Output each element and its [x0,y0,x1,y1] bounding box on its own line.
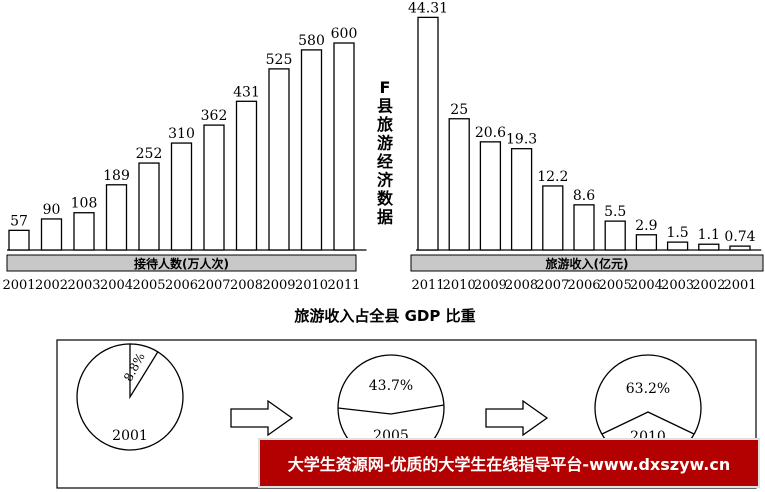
x-tick-label: 2007 [536,278,569,293]
pie-slice-label: 43.7% [369,378,413,394]
x-tick-label: 2011 [411,278,444,293]
bar [300,49,323,251]
bar [448,118,470,251]
bar-value-label: 431 [233,84,260,100]
x-axis-title: 接待人数(万人次) [134,256,229,271]
x-tick-label: 2011 [327,278,360,293]
right-bar-chart: 44.31 2011 25 2010 20.6 2009 19.3 2008 12.2 2007 8… [408,0,764,293]
x-tick-label: 2009 [262,278,295,293]
left-bar-chart: 57 2001 90 2002 108 2003 189 2004 252 2005 310 2006… [2,26,367,293]
bar-value-label: 2.9 [635,218,657,234]
x-tick-label: 2003 [67,278,100,293]
axis-label-bar [6,254,357,272]
bar-value-label: 25 [450,102,468,118]
bar [729,245,751,251]
bar-value-label: 20.6 [475,125,506,141]
bar [105,184,128,251]
bar-value-label: 44.31 [408,0,448,16]
pie-chart: 8.8%2001 [76,343,184,451]
bar [138,162,160,251]
bar-value-label: 189 [103,168,130,184]
bar [203,124,225,251]
x-tick-label: 2008 [505,278,538,293]
side-title-char: 数 [377,189,394,208]
x-tick-label: 2010 [443,278,476,293]
side-title-char: 经 [377,152,393,171]
x-tick-label: 2001 [723,278,756,293]
side-title-char: 县 [377,97,393,116]
x-tick-label: 2006 [567,278,600,293]
pie-slice-divider [337,404,445,415]
x-tick-label: 2008 [230,278,263,293]
side-title-char: F [380,78,391,97]
arrow-right-icon [230,399,294,437]
bar [666,241,689,251]
side-title-char: 旅 [377,115,393,134]
bar [235,100,258,251]
x-tick-label: 2002 [35,278,68,293]
bar-value-label: 1.1 [698,227,720,243]
side-title-char: 据 [377,208,393,227]
bar-value-label: 600 [331,26,358,42]
bar-value-label: 108 [71,196,98,212]
pie-slice-divider [601,411,695,435]
x-tick-label: 2004 [630,278,663,293]
bar [8,229,30,251]
bar [698,243,720,251]
x-tick-label: 2005 [599,278,632,293]
x-tick-label: 2001 [2,278,35,293]
bar [604,220,626,251]
x-tick-label: 2004 [100,278,133,293]
bar-value-label: 19.3 [506,132,537,148]
bar [40,218,63,251]
pie-frame [56,339,757,489]
bar [542,185,564,251]
bar [268,68,290,251]
pie-year-label: 2001 [112,428,148,444]
bar-value-label: 12.2 [537,169,568,185]
pie-section-title: 旅游收入占全县 GDP 比重 [294,307,475,325]
bar [479,141,502,251]
pie-slice-label: 63.2% [626,381,670,397]
pie-slice [129,343,159,400]
side-title-char: 游 [377,134,393,153]
bar-value-label: 362 [201,108,228,124]
x-tick-label: 2003 [661,278,694,293]
x-tick-label: 2010 [295,278,328,293]
bar-value-label: 310 [168,126,195,142]
bar-value-label: 90 [43,202,61,218]
x-axis-title: 旅游收入(亿元) [546,256,629,271]
bar-value-label: 8.6 [573,188,595,204]
bar-value-label: 57 [10,213,28,229]
arrow-right-icon [485,399,549,437]
bar [573,204,595,251]
axis-label-bar [410,254,764,272]
x-tick-label: 2005 [132,278,165,293]
bar [170,142,193,251]
bar [635,234,658,251]
bar [73,212,95,251]
bar-value-label: 0.74 [724,229,755,245]
side-title-char: 济 [377,171,394,190]
x-tick-label: 2002 [692,278,725,293]
bar-value-label: 1.5 [666,225,688,241]
watermark-banner: 大学生资源网-优质的大学生在线指导平台-www.dxszyw.cn [258,438,760,488]
x-tick-label: 2006 [165,278,198,293]
x-tick-label: 2009 [474,278,507,293]
bar-value-label: 5.5 [604,204,626,220]
bar [417,16,439,251]
bar-value-label: 252 [136,146,163,162]
bar-value-label: 525 [266,52,293,68]
x-tick-label: 2007 [197,278,230,293]
bar [333,42,355,251]
bar-value-label: 580 [298,33,325,49]
bar [510,148,533,251]
